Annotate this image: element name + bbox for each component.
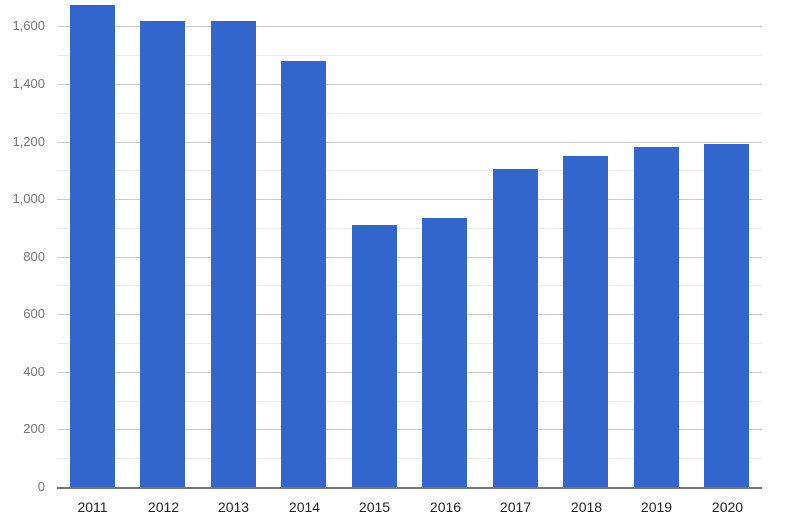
x-axis-line bbox=[57, 487, 762, 489]
bar-2018[interactable] bbox=[563, 156, 608, 487]
y-tick-label-600: 600 bbox=[23, 306, 45, 321]
bar-2017[interactable] bbox=[493, 169, 538, 487]
x-tick-label-2011: 2011 bbox=[77, 499, 108, 515]
y-tick-label-200: 200 bbox=[23, 421, 45, 436]
y-tick-label-1000: 1,000 bbox=[12, 191, 45, 206]
x-tick-label-2014: 2014 bbox=[288, 499, 321, 515]
x-tick-label-2019: 2019 bbox=[640, 499, 673, 515]
x-tick-label-2015: 2015 bbox=[358, 499, 391, 515]
x-tick-label-2016: 2016 bbox=[429, 499, 462, 515]
bar-2015[interactable] bbox=[352, 225, 397, 487]
bar-2020[interactable] bbox=[704, 144, 749, 487]
y-tick-label-1400: 1,400 bbox=[12, 76, 45, 91]
x-tick-label-2012: 2012 bbox=[147, 499, 180, 515]
y-tick-label-0: 0 bbox=[37, 479, 45, 494]
y-tick-label-1200: 1,200 bbox=[12, 134, 45, 149]
y-tick-label-800: 800 bbox=[23, 249, 45, 264]
bar-2019[interactable] bbox=[634, 147, 679, 487]
x-tick-label-2013: 2013 bbox=[217, 499, 250, 515]
x-tick-label-2020: 2020 bbox=[711, 499, 744, 515]
bar-2016[interactable] bbox=[422, 218, 467, 487]
bar-2012[interactable] bbox=[140, 21, 185, 487]
bar-2011[interactable] bbox=[70, 5, 115, 487]
x-tick-label-2017: 2017 bbox=[499, 499, 532, 515]
y-tick-label-1600: 1,600 bbox=[12, 18, 45, 33]
bar-2014[interactable] bbox=[281, 61, 326, 487]
x-tick-label-2018: 2018 bbox=[570, 499, 603, 515]
y-tick-label-400: 400 bbox=[23, 364, 45, 379]
bar-2013[interactable] bbox=[211, 21, 256, 487]
